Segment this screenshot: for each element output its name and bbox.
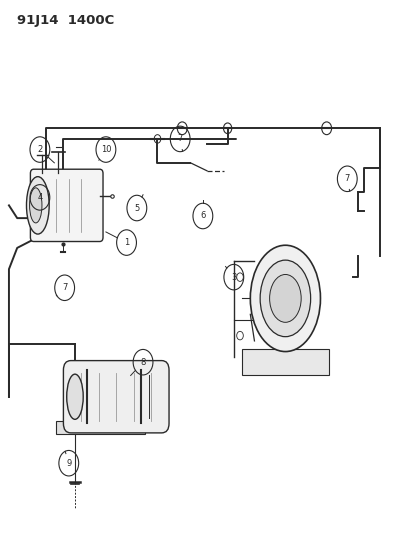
Text: 9: 9 <box>66 459 71 467</box>
Text: 2: 2 <box>37 145 43 154</box>
Text: 10: 10 <box>100 145 111 154</box>
FancyBboxPatch shape <box>242 349 328 375</box>
Text: 5: 5 <box>134 204 139 213</box>
Ellipse shape <box>250 245 320 352</box>
Ellipse shape <box>259 260 310 337</box>
Text: 6: 6 <box>200 212 205 221</box>
Ellipse shape <box>26 176 49 234</box>
Text: 1: 1 <box>123 238 129 247</box>
Ellipse shape <box>66 374 83 419</box>
Text: 91J14  1400C: 91J14 1400C <box>17 14 114 27</box>
Text: 7: 7 <box>62 283 67 292</box>
Text: 4: 4 <box>37 193 43 202</box>
FancyBboxPatch shape <box>30 169 103 241</box>
FancyBboxPatch shape <box>63 361 169 433</box>
Text: 3: 3 <box>230 273 236 281</box>
Ellipse shape <box>29 188 42 223</box>
Text: 8: 8 <box>140 358 145 367</box>
Text: 7: 7 <box>344 174 349 183</box>
Ellipse shape <box>269 274 300 322</box>
Text: 7: 7 <box>177 134 183 143</box>
Polygon shape <box>56 421 145 434</box>
